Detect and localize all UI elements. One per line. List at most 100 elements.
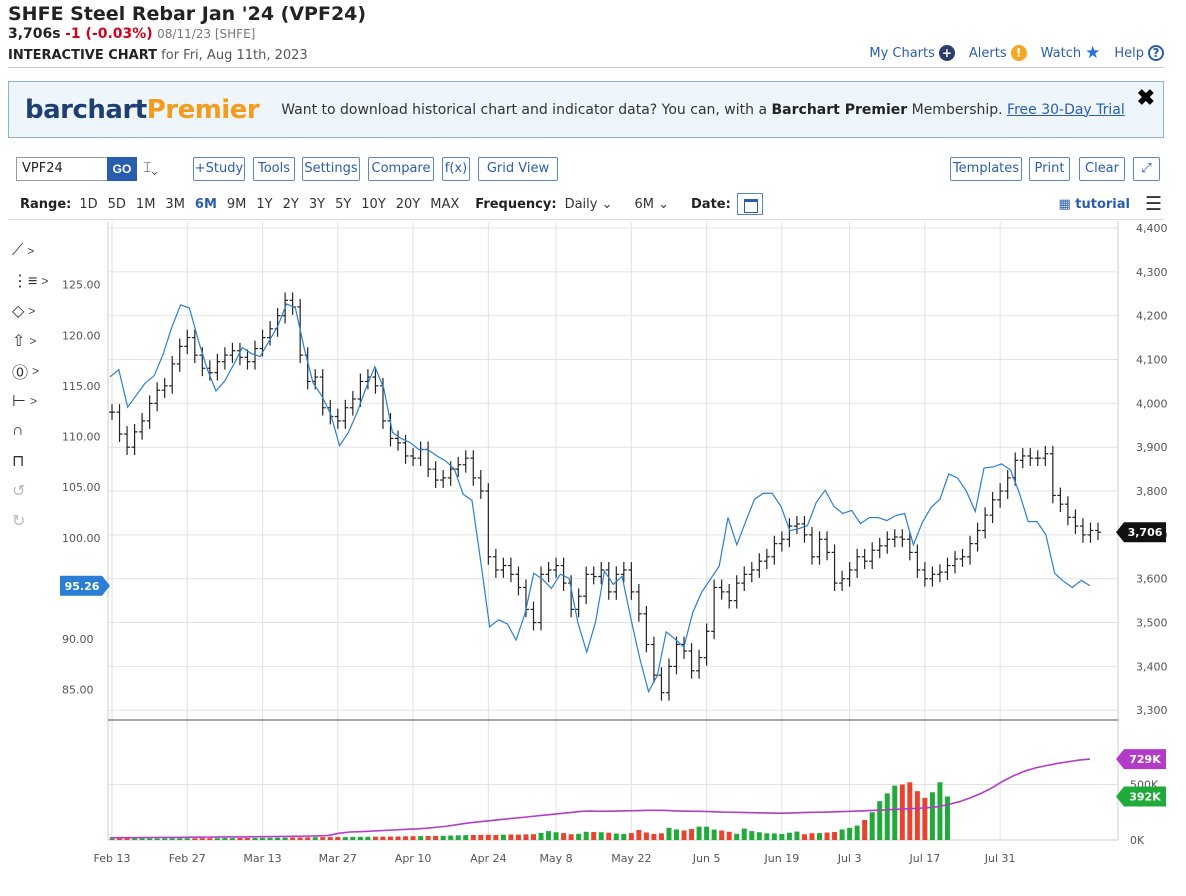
settings-button[interactable]: Settings: [302, 157, 360, 181]
range-option-1y[interactable]: 1Y: [256, 196, 273, 212]
lock-icon[interactable]: ⊓: [12, 446, 52, 476]
x-tick-label: Jul 17: [909, 852, 941, 865]
volume-bar: [741, 828, 747, 840]
symbol-input[interactable]: VPF24: [16, 157, 108, 181]
left-tick-label: 105.00: [62, 481, 101, 494]
shape-tool-icon[interactable]: ◇ >: [12, 296, 52, 326]
volume-bar: [523, 834, 529, 840]
range-option-9m[interactable]: 9M: [226, 196, 247, 212]
fib-tool-icon[interactable]: ⋮≡ >: [12, 266, 52, 296]
add-study-button[interactable]: +Study: [193, 157, 245, 181]
x-tick-label: Feb 27: [169, 852, 206, 865]
help-icon: ?: [1148, 45, 1164, 61]
price-chart[interactable]: 3,3003,4003,5003,6003,7003,8003,9004,000…: [0, 222, 1186, 882]
volume-bar: [169, 838, 175, 840]
right-tick-label: 3,800: [1136, 485, 1168, 498]
range-option-6m[interactable]: 6M: [194, 196, 217, 212]
volume-bar: [674, 829, 680, 840]
range-option-5y[interactable]: 5Y: [335, 196, 352, 212]
undo-icon[interactable]: ↺: [12, 476, 52, 506]
templates-button[interactable]: Templates: [950, 157, 1022, 181]
volume-bar: [320, 837, 326, 840]
range-option-10y[interactable]: 10Y: [361, 196, 386, 212]
range-option-3m[interactable]: 3M: [165, 196, 185, 212]
volume-bar: [809, 833, 815, 840]
undo-glyph: ↺: [12, 483, 26, 500]
range-option-1d[interactable]: 1D: [79, 196, 98, 212]
x-tick-label: Apr 10: [395, 852, 432, 865]
annotation-tool-icon[interactable]: ⓪ >: [12, 356, 52, 386]
range-option-2y[interactable]: 2Y: [282, 196, 299, 212]
arrow-tool-icon[interactable]: ⇧ >: [12, 326, 52, 356]
volume-bar: [440, 835, 446, 840]
calendar-icon[interactable]: [736, 193, 763, 215]
x-tick-label: Jun 5: [692, 852, 721, 865]
x-tick-label: Mar 13: [243, 852, 281, 865]
measure-tool-icon[interactable]: ⊢ >: [12, 386, 52, 416]
grid-view-button[interactable]: Grid View: [478, 157, 558, 181]
watch-label: Watch: [1040, 45, 1082, 61]
volume-bar: [794, 831, 800, 840]
range-option-5d[interactable]: 5D: [107, 196, 126, 212]
line-tool-icon[interactable]: ⟋ >: [12, 236, 52, 266]
magnet-icon[interactable]: ∩: [12, 416, 52, 446]
expand-icon[interactable]: ⤢: [1133, 157, 1160, 181]
open-interest-badge: [1116, 749, 1166, 770]
volume-bar: [681, 830, 687, 840]
function-button[interactable]: f(x): [442, 157, 470, 181]
range-option-max[interactable]: MAX: [430, 196, 460, 212]
toolbar-divider: [8, 219, 1164, 220]
clear-button[interactable]: Clear: [1079, 157, 1125, 181]
alerts-link[interactable]: Alerts!: [969, 45, 1027, 61]
range-option-3y[interactable]: 3Y: [308, 196, 326, 212]
range-options: 1D 5D 1M 3M 6M 9M 1Y 2Y 3Y 5Y 10Y 20Y MAX: [79, 197, 469, 212]
volume-bar: [628, 833, 634, 840]
volume-bar: [583, 831, 589, 840]
annotation-tool-glyph: ⓪: [12, 365, 29, 382]
volume-bar: [372, 836, 378, 840]
range-option-1m[interactable]: 1M: [135, 196, 156, 212]
volume-bar: [244, 838, 250, 840]
bar-type-icon[interactable]: ⌶⌄: [143, 159, 159, 175]
right-tick-label: 4,400: [1136, 222, 1168, 235]
volume-bar: [824, 832, 830, 840]
volume-bar: [380, 836, 386, 840]
last-price-badge-text: 3,706: [1128, 526, 1163, 539]
plus-icon: +: [938, 45, 955, 61]
right-tick-label: 3,500: [1136, 617, 1168, 630]
chevron-right-icon: >: [29, 334, 37, 348]
volume-bar: [154, 838, 160, 840]
watch-link[interactable]: Watch ★: [1040, 45, 1101, 62]
quote-meta: 08/11/23 [SHFE]: [157, 27, 256, 41]
volume-bar: [282, 837, 288, 840]
hamburger-menu-icon[interactable]: ☰: [1144, 194, 1162, 215]
volume-bar: [764, 833, 770, 840]
frequency-select[interactable]: Daily ⌄: [564, 196, 613, 212]
help-link[interactable]: Help?: [1114, 45, 1164, 61]
volume-bar: [455, 835, 461, 840]
range-option-20y[interactable]: 20Y: [395, 196, 421, 212]
redo-icon[interactable]: ↻: [12, 506, 52, 536]
x-tick-label: May 8: [539, 852, 572, 865]
free-trial-link[interactable]: Free 30-Day Trial: [1007, 101, 1125, 118]
compare-button[interactable]: Compare: [368, 157, 434, 181]
close-icon[interactable]: ✖: [1136, 85, 1155, 110]
print-button[interactable]: Print: [1029, 157, 1070, 181]
left-tick-label: 110.00: [62, 431, 101, 444]
volume-bar: [237, 838, 243, 840]
volume-bar: [869, 812, 875, 840]
tools-button[interactable]: Tools: [253, 157, 295, 181]
volume-bar: [290, 837, 296, 840]
volume-bar: [365, 836, 371, 840]
volume-bar: [817, 833, 823, 840]
volume-bar: [877, 801, 883, 840]
volume-bar: [493, 835, 499, 840]
volume-bar: [410, 836, 416, 840]
volume-bar: [832, 832, 838, 840]
my-charts-link[interactable]: My Charts +: [869, 45, 955, 61]
tutorial-link[interactable]: ▦ tutorial: [1058, 197, 1130, 212]
volume-bar: [636, 830, 642, 840]
compare-value-badge-text: 95.26: [65, 580, 100, 593]
go-button[interactable]: GO: [107, 157, 137, 181]
period-select[interactable]: 6M ⌄: [634, 196, 669, 212]
